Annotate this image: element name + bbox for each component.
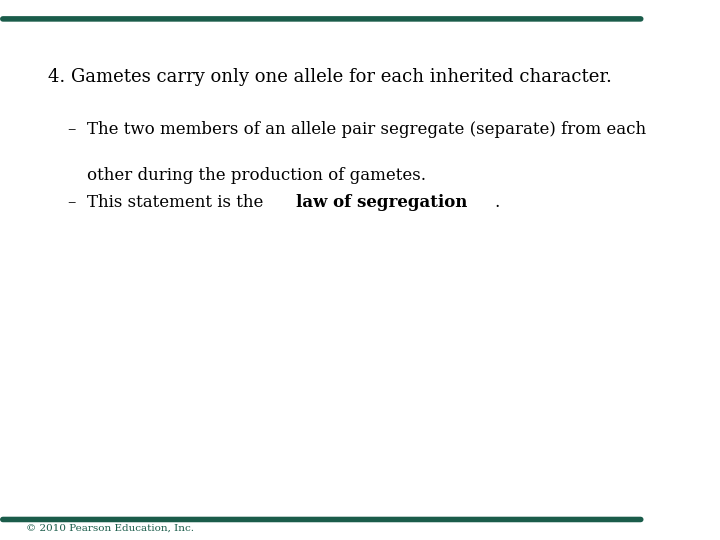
Text: other during the production of gametes.: other during the production of gametes. <box>87 167 426 184</box>
Text: –: – <box>68 122 76 138</box>
Text: law of segregation: law of segregation <box>297 194 468 211</box>
Text: The two members of an allele pair segregate (separate) from each: The two members of an allele pair segreg… <box>87 122 646 138</box>
Text: © 2010 Pearson Education, Inc.: © 2010 Pearson Education, Inc. <box>26 524 194 532</box>
Text: –: – <box>68 194 76 211</box>
Text: 4. Gametes carry only one allele for each inherited character.: 4. Gametes carry only one allele for eac… <box>48 68 612 85</box>
Text: This statement is the: This statement is the <box>87 194 269 211</box>
Text: .: . <box>494 194 499 211</box>
